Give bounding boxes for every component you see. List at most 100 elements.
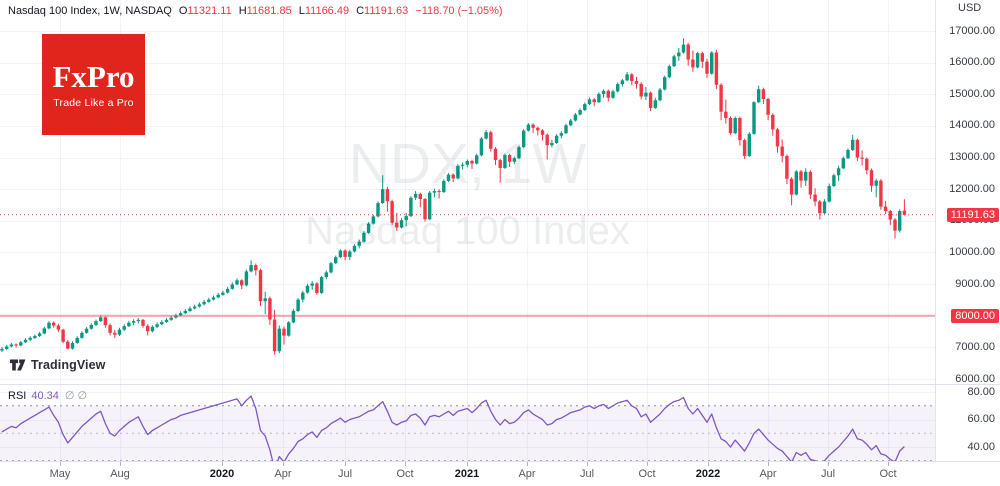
candle-body	[395, 222, 399, 228]
candle-body	[47, 322, 51, 329]
candle-body	[705, 61, 709, 74]
rsi-tick-label: 40.00	[967, 440, 995, 453]
candle-body	[747, 133, 751, 156]
candle-body	[202, 301, 206, 305]
candle-body	[639, 83, 643, 97]
candle-body	[329, 263, 333, 273]
candle-body	[789, 178, 794, 195]
candle-body	[75, 337, 79, 343]
candle-body	[291, 310, 296, 323]
candle-body	[338, 250, 343, 258]
candle-body	[710, 52, 714, 74]
candle-body	[287, 322, 291, 336]
candle-body	[672, 56, 676, 67]
close-value: 11191.63	[364, 5, 409, 17]
candle-body	[225, 288, 230, 293]
candle-body	[385, 189, 390, 202]
candle-body	[780, 146, 784, 156]
candle-body	[583, 104, 587, 111]
candle-body	[428, 192, 432, 220]
candle-body	[305, 285, 310, 293]
time-tick-label: Oct	[638, 468, 656, 480]
candle-body	[324, 272, 328, 278]
price-tick-label: 10000.00	[949, 245, 995, 258]
candle-body	[714, 52, 719, 85]
candle-body	[578, 110, 582, 115]
price-tick-label: 15000.00	[949, 87, 995, 100]
candle-body	[451, 174, 455, 179]
candle-body	[592, 99, 596, 103]
candle-body	[606, 90, 610, 98]
candle-body	[630, 74, 634, 81]
candle-body	[526, 124, 531, 131]
price-tick-label: 17000.00	[949, 24, 995, 37]
candle-body	[531, 124, 535, 128]
time-tick-mark	[587, 462, 588, 466]
rsi-hidden-values: ∅ ∅	[64, 390, 88, 402]
candle-body	[197, 304, 202, 307]
time-axis[interactable]: May Aug 2020 Apr Jul Oct 2021 Apr Jul Oct 2022 Apr J…	[0, 462, 1000, 486]
candle-body	[554, 135, 559, 143]
candle-body	[522, 130, 526, 148]
symbol-title[interactable]: Nasdaq 100 Index, 1W, NASDAQ	[8, 5, 172, 17]
time-tick-label: Apr	[518, 468, 536, 480]
candle-body	[757, 89, 761, 103]
candle-body	[362, 232, 366, 242]
candle-body	[512, 158, 516, 162]
candle-body	[230, 284, 234, 289]
candle-body	[799, 171, 803, 181]
time-tick-label: Aug	[110, 468, 130, 480]
candle-body	[155, 324, 159, 327]
candle-body	[540, 130, 545, 135]
price-tick-label: 13000.00	[949, 151, 995, 164]
time-tick-mark	[467, 462, 468, 466]
change-value: −118.70 (−1.05%)	[415, 5, 503, 17]
candle-body	[164, 319, 169, 323]
candle-body	[221, 292, 225, 295]
candle-body	[719, 84, 723, 112]
time-tick-label: 2022	[695, 468, 721, 480]
candle-body	[282, 328, 286, 336]
candle-body	[56, 325, 61, 330]
candle-body	[855, 139, 860, 158]
time-tick-mark	[708, 462, 709, 466]
tradingview-logo[interactable]: TradingView	[10, 358, 106, 372]
candle-body	[663, 77, 667, 90]
price-tick-label: 12000.00	[949, 182, 995, 195]
time-tick-label: Jul	[337, 468, 353, 480]
candle-body	[503, 155, 507, 168]
candle-body	[315, 283, 319, 293]
candle-body	[399, 220, 404, 228]
candle-body	[573, 114, 578, 121]
candle-body	[376, 203, 380, 217]
price-axis[interactable]: USD 11191.63 8000.00 17000.00 16000.00 150…	[936, 0, 1000, 461]
candle-body	[836, 168, 841, 176]
rsi-series	[1, 395, 905, 461]
candle-body	[818, 201, 822, 214]
candle-body	[0, 348, 4, 351]
candle-body	[84, 328, 89, 333]
candle-body	[5, 346, 9, 349]
candle-body	[61, 329, 65, 342]
time-tick-mark	[768, 462, 769, 466]
candle-body	[733, 118, 737, 134]
candle-body	[268, 298, 272, 320]
candle-body	[28, 337, 32, 340]
time-tick-mark	[888, 462, 889, 466]
candle-body	[898, 211, 902, 231]
rsi-title[interactable]: RSI	[8, 390, 27, 402]
candle-body	[550, 142, 554, 146]
candle-body	[766, 99, 770, 115]
price-tick-label: 7000.00	[955, 340, 995, 353]
candle-body	[517, 147, 521, 159]
candle-body	[310, 283, 314, 286]
candle-body	[254, 265, 258, 271]
candle-body	[804, 171, 808, 181]
candle-body	[681, 44, 686, 53]
candle-body	[23, 339, 28, 343]
candle-body	[832, 175, 836, 187]
time-tick-mark	[345, 462, 346, 466]
candle-body	[432, 191, 437, 193]
